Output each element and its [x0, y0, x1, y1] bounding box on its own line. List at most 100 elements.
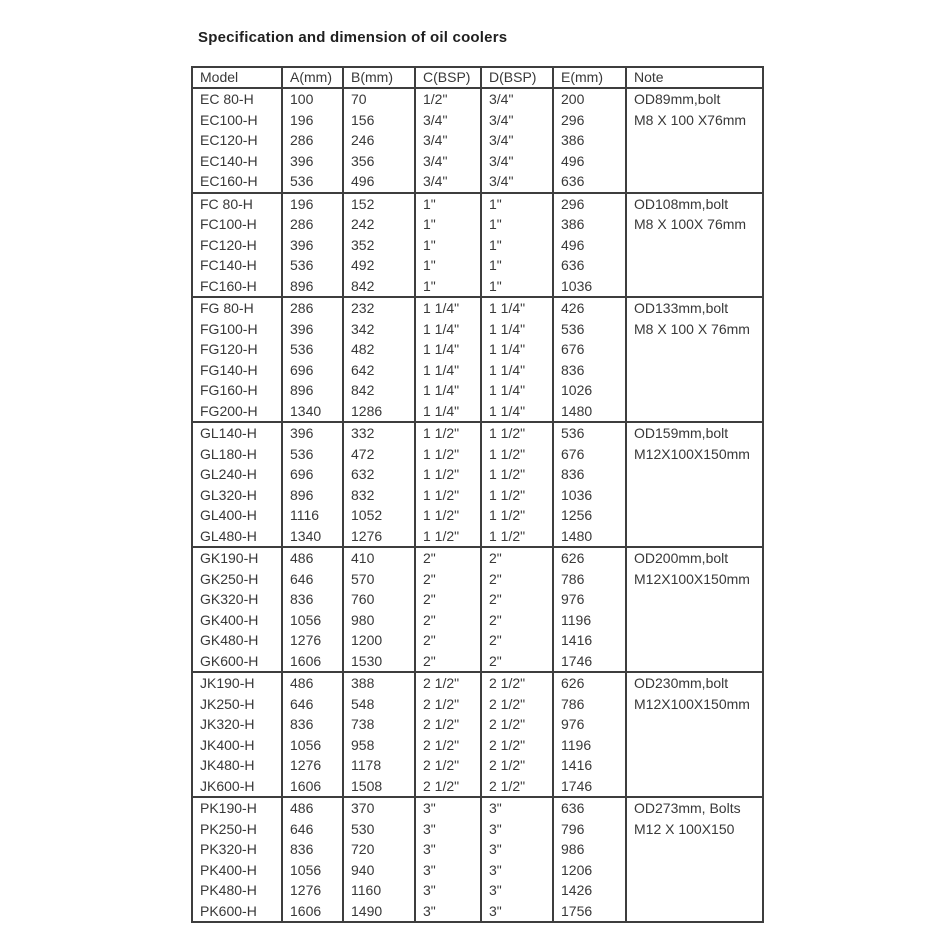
model-cell: GL480-H — [191, 525, 282, 547]
table-row: JK190-H 486 388 2 1/2" 2 1/2" 626 OD230mm,bolt — [191, 671, 763, 694]
a-mm-cell: 286 — [281, 214, 343, 235]
model-cell: EC100-H — [191, 109, 282, 130]
note-cell: M12 X 100X150 — [625, 818, 763, 839]
note-cell — [625, 380, 763, 401]
model-cell: EC 80-H — [191, 87, 282, 110]
a-mm-cell: 1276 — [281, 755, 343, 776]
d-bsp-cell: 2" — [480, 650, 553, 672]
d-bsp-cell: 2 1/2" — [480, 693, 553, 714]
b-mm-cell: 370 — [342, 796, 415, 819]
b-mm-cell: 332 — [342, 421, 415, 444]
note-cell — [625, 171, 763, 193]
d-bsp-cell: 1 1/4" — [480, 296, 553, 319]
d-bsp-cell: 3" — [480, 818, 553, 839]
note-cell: OD230mm,bolt — [625, 671, 763, 694]
a-mm-cell: 896 — [281, 380, 343, 401]
a-mm-cell: 486 — [281, 671, 343, 694]
d-bsp-cell: 3" — [480, 839, 553, 860]
model-cell: EC140-H — [191, 150, 282, 171]
model-cell: GL320-H — [191, 484, 282, 505]
table-row: PK250-H 646 530 3" 3" 796 M12 X 100X150 — [191, 818, 763, 839]
c-bsp-cell: 2 1/2" — [414, 671, 481, 694]
table-row: FG200-H 1340 1286 1 1/4" 1 1/4" 1480 — [191, 400, 763, 422]
e-mm-cell: 496 — [552, 150, 626, 171]
a-mm-cell: 536 — [281, 171, 343, 193]
c-bsp-cell: 1 1/2" — [414, 443, 481, 464]
note-cell — [625, 130, 763, 151]
table-row: GK400-H 1056 980 2" 2" 1196 — [191, 609, 763, 630]
c-bsp-cell: 1 1/2" — [414, 525, 481, 547]
note-cell — [625, 234, 763, 255]
a-mm-cell: 896 — [281, 275, 343, 297]
c-bsp-cell: 1 1/2" — [414, 464, 481, 485]
a-mm-cell: 1340 — [281, 525, 343, 547]
b-mm-cell: 632 — [342, 464, 415, 485]
model-cell: JK320-H — [191, 714, 282, 735]
model-cell: FG 80-H — [191, 296, 282, 319]
c-bsp-cell: 1 1/4" — [414, 380, 481, 401]
model-cell: FC140-H — [191, 255, 282, 276]
b-mm-cell: 472 — [342, 443, 415, 464]
model-cell: JK250-H — [191, 693, 282, 714]
model-cell: JK600-H — [191, 775, 282, 797]
d-bsp-cell: 3/4" — [480, 150, 553, 171]
d-bsp-cell: 1 1/2" — [480, 421, 553, 444]
c-bsp-cell: 1" — [414, 255, 481, 276]
c-bsp-cell: 3/4" — [414, 171, 481, 193]
note-cell — [625, 150, 763, 171]
table-row: FG160-H 896 842 1 1/4" 1 1/4" 1026 — [191, 380, 763, 401]
table-row: JK400-H 1056 958 2 1/2" 2 1/2" 1196 — [191, 734, 763, 755]
a-mm-cell: 646 — [281, 693, 343, 714]
note-cell — [625, 525, 763, 547]
d-bsp-cell: 2 1/2" — [480, 671, 553, 694]
d-bsp-cell: 1 1/2" — [480, 464, 553, 485]
c-bsp-cell: 2" — [414, 630, 481, 651]
note-cell — [625, 755, 763, 776]
a-mm-cell: 646 — [281, 568, 343, 589]
b-mm-cell: 352 — [342, 234, 415, 255]
b-mm-cell: 642 — [342, 359, 415, 380]
b-mm-cell: 246 — [342, 130, 415, 151]
c-bsp-cell: 1 1/4" — [414, 339, 481, 360]
b-mm-cell: 1160 — [342, 880, 415, 901]
note-cell — [625, 589, 763, 610]
c-bsp-cell: 2 1/2" — [414, 693, 481, 714]
b-mm-cell: 1508 — [342, 775, 415, 797]
c-bsp-cell: 2 1/2" — [414, 714, 481, 735]
b-mm-cell: 940 — [342, 859, 415, 880]
d-bsp-cell: 1" — [480, 234, 553, 255]
b-mm-cell: 492 — [342, 255, 415, 276]
e-mm-cell: 1416 — [552, 755, 626, 776]
d-bsp-cell: 1" — [480, 275, 553, 297]
note-cell — [625, 609, 763, 630]
column-header-c-bsp: C(BSP) — [414, 67, 481, 89]
c-bsp-cell: 2" — [414, 609, 481, 630]
model-cell: GK600-H — [191, 650, 282, 672]
e-mm-cell: 836 — [552, 359, 626, 380]
d-bsp-cell: 1 1/4" — [480, 400, 553, 422]
a-mm-cell: 1340 — [281, 400, 343, 422]
e-mm-cell: 1206 — [552, 859, 626, 880]
table-row: FC 80-H 196 152 1" 1" 296 OD108mm,bolt — [191, 191, 763, 214]
d-bsp-cell: 3" — [480, 796, 553, 819]
b-mm-cell: 1276 — [342, 525, 415, 547]
c-bsp-cell: 3/4" — [414, 150, 481, 171]
model-cell: FG160-H — [191, 380, 282, 401]
b-mm-cell: 232 — [342, 296, 415, 319]
a-mm-cell: 646 — [281, 818, 343, 839]
b-mm-cell: 1490 — [342, 900, 415, 922]
c-bsp-cell: 1" — [414, 275, 481, 297]
table-row: FG100-H 396 342 1 1/4" 1 1/4" 536 M8 X 100 X 7… — [191, 318, 763, 339]
table-row: FC160-H 896 842 1" 1" 1036 — [191, 275, 763, 297]
e-mm-cell: 386 — [552, 214, 626, 235]
d-bsp-cell: 1 1/4" — [480, 339, 553, 360]
table-row: PK480-H 1276 1160 3" 3" 1426 — [191, 880, 763, 901]
a-mm-cell: 696 — [281, 359, 343, 380]
note-cell — [625, 900, 763, 922]
a-mm-cell: 486 — [281, 546, 343, 569]
d-bsp-cell: 2" — [480, 630, 553, 651]
table-row: EC140-H 396 356 3/4" 3/4" 496 — [191, 150, 763, 171]
table-row: GL140-H 396 332 1 1/2" 1 1/2" 536 OD159mm,bolt — [191, 421, 763, 444]
a-mm-cell: 1056 — [281, 734, 343, 755]
